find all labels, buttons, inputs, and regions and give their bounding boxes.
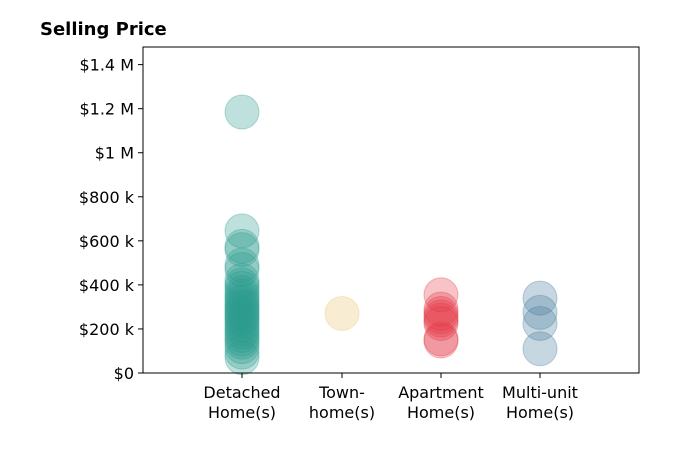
- data-point: [423, 277, 459, 313]
- data-point: [224, 334, 260, 370]
- x-category-label: Multi-unit: [502, 383, 578, 402]
- y-tick-label: $1.4 M: [79, 56, 134, 75]
- data-point: [224, 304, 260, 340]
- data-point: [224, 232, 260, 268]
- data-point: [423, 321, 459, 357]
- data-point: [224, 301, 260, 337]
- plot-frame: [142, 46, 640, 374]
- data-point: [224, 299, 260, 335]
- data-point: [224, 262, 260, 298]
- data-point: [224, 296, 260, 332]
- x-category-label: Apartment: [398, 383, 484, 402]
- data-point: [224, 311, 260, 347]
- data-point: [522, 280, 558, 316]
- x-category-label: Home(s): [506, 403, 574, 422]
- data-point: [224, 340, 260, 376]
- y-tick-label: $0: [114, 364, 134, 383]
- x-category-label: home(s): [309, 403, 375, 422]
- x-category-label: Home(s): [208, 403, 276, 422]
- data-point: [423, 291, 459, 327]
- data-point: [224, 251, 260, 287]
- data-point: [522, 331, 558, 367]
- data-point: [224, 213, 260, 249]
- y-tick-label: $400 k: [79, 276, 135, 295]
- data-point: [224, 290, 260, 326]
- y-tick-label: $1.2 M: [79, 100, 134, 119]
- chart-title: Selling Price: [40, 19, 167, 40]
- y-tick-label: $1 M: [95, 144, 134, 163]
- data-point: [224, 329, 260, 365]
- data-point: [224, 293, 260, 329]
- data-point: [224, 324, 260, 360]
- data-point: [224, 270, 260, 306]
- data-point: [224, 281, 260, 317]
- x-axis: DetachedHome(s)Town-home(s)ApartmentHome…: [203, 373, 578, 422]
- data-point: [224, 318, 260, 354]
- y-tick-label: $600 k: [79, 232, 135, 251]
- data-point: [324, 296, 360, 332]
- data-points: [224, 94, 558, 376]
- data-point: [224, 321, 260, 357]
- y-tick-label: $200 k: [79, 320, 135, 339]
- data-point: [423, 305, 459, 341]
- y-tick-label: $800 k: [79, 188, 135, 207]
- y-axis: $0 $200 k $400 k $600 k $800 k $1 M $1.2 M $1.4…: [79, 56, 143, 383]
- data-point: [224, 94, 260, 130]
- data-point: [423, 299, 459, 335]
- data-point: [522, 294, 558, 330]
- data-point: [224, 267, 260, 303]
- data-point: [224, 275, 260, 311]
- data-point: [224, 314, 260, 350]
- data-point: [224, 247, 260, 283]
- x-category-label: Home(s): [407, 403, 475, 422]
- data-point: [224, 288, 260, 324]
- data-point: [224, 308, 260, 344]
- data-point: [522, 305, 558, 341]
- x-category-label: Detached: [203, 383, 280, 402]
- data-point: [423, 296, 459, 332]
- data-point: [224, 228, 260, 264]
- x-category-label: Town-: [318, 383, 365, 402]
- data-point: [423, 302, 459, 338]
- data-point: [423, 323, 459, 359]
- data-point: [224, 285, 260, 321]
- data-point: [224, 278, 260, 314]
